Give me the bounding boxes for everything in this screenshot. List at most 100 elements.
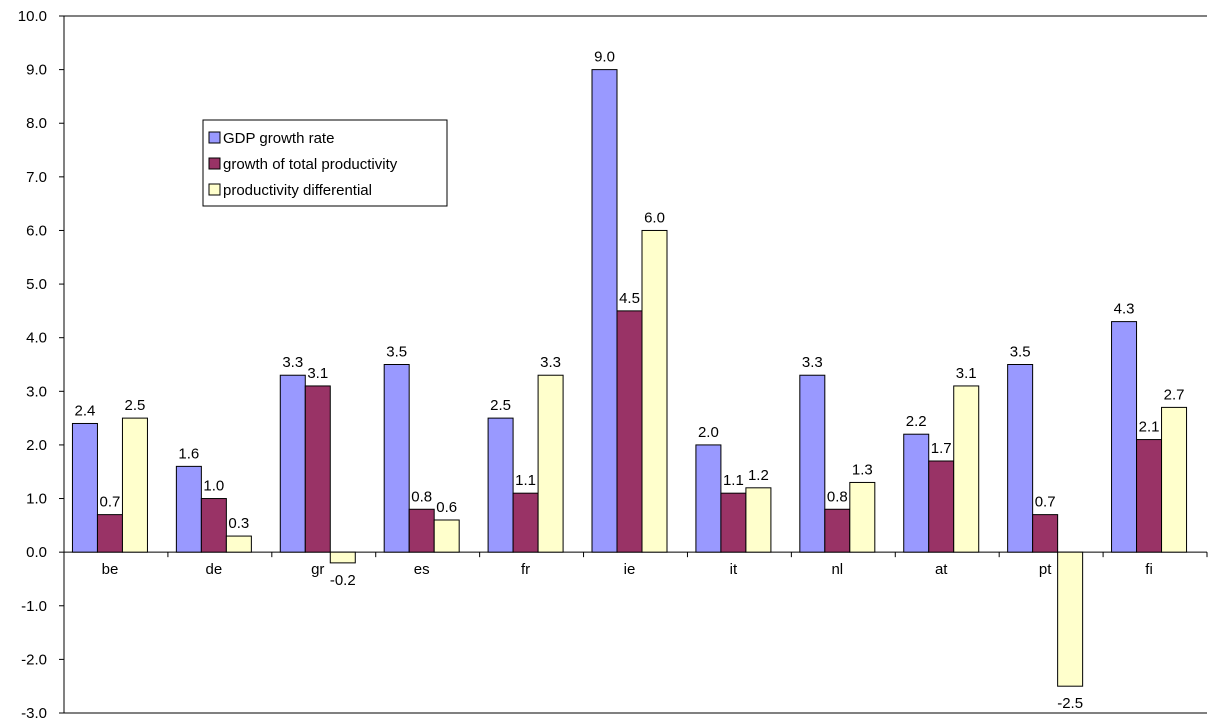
bar xyxy=(641,229,668,553)
bar xyxy=(329,551,356,564)
data-label: 3.1 xyxy=(307,365,328,382)
x-tick-label: de xyxy=(206,561,223,578)
bar xyxy=(953,385,980,553)
legend-entry-label: GDP growth rate xyxy=(223,130,334,147)
data-labels: 2.40.72.51.61.00.33.33.1-0.23.50.80.62.5… xyxy=(75,49,1185,713)
y-tick-label: -2.0 xyxy=(21,651,47,668)
bar xyxy=(928,460,955,553)
bar xyxy=(96,514,123,553)
data-label: 3.1 xyxy=(956,365,977,382)
y-tick-label: -1.0 xyxy=(21,598,47,615)
bar xyxy=(71,422,98,553)
bar xyxy=(591,69,618,553)
x-tick-label: es xyxy=(414,561,430,578)
bar xyxy=(121,417,148,553)
bar xyxy=(799,374,826,553)
data-label: 0.7 xyxy=(1035,494,1056,511)
x-tick-label: at xyxy=(935,561,948,578)
bar xyxy=(1057,551,1084,687)
bar xyxy=(433,519,460,553)
data-label: 6.0 xyxy=(644,209,665,226)
x-tick-label: gr xyxy=(311,561,324,578)
bar xyxy=(1111,321,1138,553)
data-label: 0.3 xyxy=(228,515,249,532)
data-label: 4.5 xyxy=(619,290,640,307)
y-tick-label: 0.0 xyxy=(26,544,47,561)
legend-entry-label: growth of total productivity xyxy=(223,156,398,173)
bar xyxy=(849,481,876,553)
y-axis: -3.0 -2.0 -1.0 0.0 1.0 2.0 3.0 4.0 5.0 6.0 7.0 8.0 9… xyxy=(18,8,1207,720)
data-label: 1.1 xyxy=(515,472,536,489)
bar xyxy=(408,508,435,553)
data-label: 0.8 xyxy=(827,488,848,505)
data-label: -2.5 xyxy=(1057,695,1083,712)
data-label: 1.3 xyxy=(852,461,873,478)
data-label: 2.7 xyxy=(1164,386,1185,403)
data-label: -0.2 xyxy=(330,572,356,589)
bar xyxy=(1136,439,1163,553)
bar xyxy=(537,374,564,553)
bar xyxy=(175,465,202,553)
legend-swatch xyxy=(208,157,221,170)
data-label: 3.3 xyxy=(540,354,561,371)
x-tick-label: ie xyxy=(624,561,636,578)
legend-swatch xyxy=(208,183,221,196)
bar xyxy=(279,374,306,553)
data-label: 1.6 xyxy=(178,445,199,462)
y-tick-label: 5.0 xyxy=(26,276,47,293)
x-tick-label: it xyxy=(730,561,738,578)
bar xyxy=(903,433,930,553)
data-label: 1.0 xyxy=(203,478,224,495)
x-tick-label: be xyxy=(102,561,119,578)
x-tick-label: fi xyxy=(1145,561,1153,578)
data-label: 1.2 xyxy=(748,467,769,484)
data-label: 2.4 xyxy=(75,402,96,419)
bar xyxy=(225,535,252,553)
bar xyxy=(200,498,227,553)
y-tick-label: -3.0 xyxy=(21,705,47,720)
data-label: 0.7 xyxy=(100,494,121,511)
y-tick-label: 3.0 xyxy=(26,383,47,400)
bar xyxy=(745,487,772,553)
legend-entry-label: productivity differential xyxy=(223,182,372,199)
data-label: 2.2 xyxy=(906,413,927,430)
data-label: 1.1 xyxy=(723,472,744,489)
x-tick-label: pt xyxy=(1039,561,1052,578)
y-tick-label: 1.0 xyxy=(26,491,47,508)
bar xyxy=(1032,514,1059,553)
y-tick-label: 2.0 xyxy=(26,437,47,454)
bar xyxy=(695,444,722,553)
bar xyxy=(824,508,851,553)
x-axis: be de gr es fr ie it nl at pt fi xyxy=(63,551,1208,578)
data-label: 1.7 xyxy=(931,440,952,457)
legend-swatch xyxy=(208,131,221,144)
bar xyxy=(487,417,514,553)
x-tick-label: nl xyxy=(831,561,843,578)
data-label: 2.5 xyxy=(125,397,146,414)
bar xyxy=(616,310,643,553)
data-label: 0.8 xyxy=(411,488,432,505)
data-label: 3.5 xyxy=(1010,344,1031,361)
bars xyxy=(71,69,1188,687)
bar xyxy=(512,492,539,553)
x-tick-label: fr xyxy=(521,561,530,578)
y-tick-label: 8.0 xyxy=(26,115,47,132)
legend: GDP growth rate growth of total productiv… xyxy=(202,119,448,207)
data-label: 3.3 xyxy=(282,354,303,371)
bar xyxy=(304,385,331,553)
data-label: 3.3 xyxy=(802,354,823,371)
y-tick-label: 7.0 xyxy=(26,169,47,186)
bar xyxy=(383,364,410,553)
bar xyxy=(1161,406,1188,553)
y-tick-label: 4.0 xyxy=(26,330,47,347)
bar xyxy=(720,492,747,553)
data-label: 4.3 xyxy=(1114,301,1135,318)
data-label: 3.5 xyxy=(386,344,407,361)
data-label: 0.6 xyxy=(436,499,457,516)
legend-box xyxy=(202,119,448,207)
data-label: 2.0 xyxy=(698,424,719,441)
data-label: 9.0 xyxy=(594,49,615,66)
y-tick-label: 10.0 xyxy=(18,8,47,25)
data-label: 2.5 xyxy=(490,397,511,414)
